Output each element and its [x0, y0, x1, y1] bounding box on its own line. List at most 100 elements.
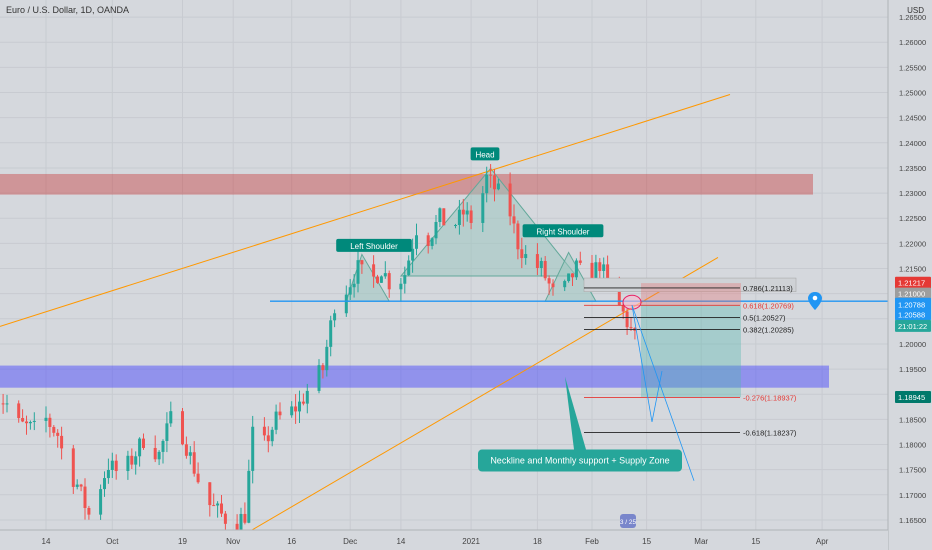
candle-body: [325, 346, 329, 371]
price-label-text: 1.18945: [898, 393, 925, 402]
currency-label[interactable]: USD: [907, 6, 924, 15]
date-range-label: 3 / 25: [620, 519, 637, 526]
price-tick-label: 1.26000: [899, 38, 926, 47]
candle-body: [126, 455, 130, 472]
candle-body: [520, 249, 524, 259]
candle-body: [278, 411, 282, 416]
candle-body: [411, 248, 415, 261]
projection-path-2: [631, 305, 695, 481]
candle-body: [567, 273, 571, 282]
price-tick-label: 1.24500: [899, 114, 926, 123]
candle-body: [379, 276, 383, 283]
candle-body: [571, 273, 574, 278]
candle-body: [516, 223, 520, 250]
candle-body: [290, 406, 294, 416]
candle-body: [442, 208, 446, 226]
candle-body: [629, 327, 633, 329]
time-tick-label: Nov: [226, 537, 240, 546]
price-label-box: [895, 308, 931, 321]
candle-body: [212, 505, 216, 507]
candle-body: [415, 235, 418, 249]
price-label-box: [895, 319, 931, 332]
candle-body: [321, 365, 325, 371]
candle-body: [247, 470, 251, 523]
candle-body: [489, 174, 493, 176]
candle-body: [407, 260, 411, 276]
price-tick-label: 1.23500: [899, 164, 926, 173]
time-tick-label: 18: [533, 537, 542, 546]
overlay-layer: 0.786(1.21113) 0.618(1.20769) 0.5(1.20527)…: [270, 147, 888, 528]
candle-body: [138, 438, 142, 457]
callout-box: [478, 449, 682, 472]
fib-level-label: -0.618(1.18237): [743, 429, 797, 438]
candle-body: [165, 423, 169, 441]
time-tick-label: Feb: [585, 537, 599, 546]
price-axis-bg: [888, 0, 932, 550]
symbol-title[interactable]: Euro / U.S. Dollar, 1D, OANDA: [6, 5, 130, 15]
price-label-text: 1.21000: [898, 290, 925, 299]
candle-body: [563, 281, 567, 288]
candle-body: [551, 283, 555, 288]
price-tick-label: 1.17500: [899, 466, 926, 475]
candle-body: [56, 432, 60, 436]
alert-marker-icon: [808, 292, 822, 310]
candle-body: [44, 417, 48, 421]
candle-body: [403, 275, 407, 284]
fib-level-label: 0.382(1.20285): [743, 326, 794, 335]
candle-body: [512, 216, 516, 224]
price-tick-label: 1.24000: [899, 139, 926, 148]
candle-body: [317, 365, 321, 391]
price-tick-label: 1.18000: [899, 441, 926, 450]
candle-body: [493, 175, 496, 190]
head-shape: [399, 167, 578, 277]
candle-body: [21, 418, 25, 422]
candle-body: [578, 260, 582, 263]
price-tick-label: 1.17000: [899, 491, 926, 500]
candle-body: [294, 406, 298, 412]
candle-body: [621, 305, 625, 312]
candle-body: [360, 260, 364, 265]
price-axis[interactable]: 1.26500 1.26000 1.25500 1.25000 1.24500 1.240…: [887, 0, 932, 550]
candle-body: [28, 421, 32, 424]
candle-body: [469, 210, 473, 223]
candle-body: [547, 278, 551, 284]
price-tick-label: 1.20000: [899, 340, 926, 349]
candle-body: [524, 254, 528, 259]
candle-body: [598, 262, 602, 271]
time-axis[interactable]: 14 Oct 19 Nov 16 Dec 14 2021 18 Feb 15 Mar 15 Apr: [0, 529, 888, 550]
price-label-box: [895, 276, 931, 289]
price-label-text: 1.20788: [898, 300, 925, 309]
candle-body: [333, 313, 337, 321]
candle-body: [465, 210, 469, 215]
price-label-box: [895, 390, 931, 403]
pattern-label-text: Head: [475, 150, 494, 159]
pattern-label-box: [470, 147, 500, 161]
candle-body: [75, 484, 79, 487]
time-tick-label: 15: [642, 537, 651, 546]
candle-body: [188, 452, 192, 456]
candle-body: [457, 209, 461, 225]
pattern-label-box: [336, 238, 412, 252]
candle-body: [535, 254, 539, 268]
time-tick-label: Dec: [343, 537, 357, 546]
candle-body: [239, 513, 243, 531]
candle-body: [329, 320, 333, 347]
candle-body: [71, 448, 75, 487]
candle-body: [114, 460, 118, 472]
candle-body: [298, 401, 301, 412]
candle-body: [99, 489, 103, 515]
candle-body: [485, 174, 489, 194]
candle-body: [103, 478, 106, 490]
candle-body: [399, 283, 403, 290]
price-label-text: 1.21217: [898, 279, 925, 288]
channel-upper-trendline: [0, 94, 731, 327]
pattern-label-text: Left Shoulder: [350, 242, 398, 251]
candle-body: [1, 403, 5, 405]
fib-level-label: 0.786(1.21113): [743, 284, 793, 293]
pattern-label-box: [522, 224, 604, 238]
candle-body: [438, 208, 442, 222]
candle-body: [25, 421, 28, 424]
candle-body: [243, 513, 247, 523]
candle-body: [508, 183, 512, 217]
